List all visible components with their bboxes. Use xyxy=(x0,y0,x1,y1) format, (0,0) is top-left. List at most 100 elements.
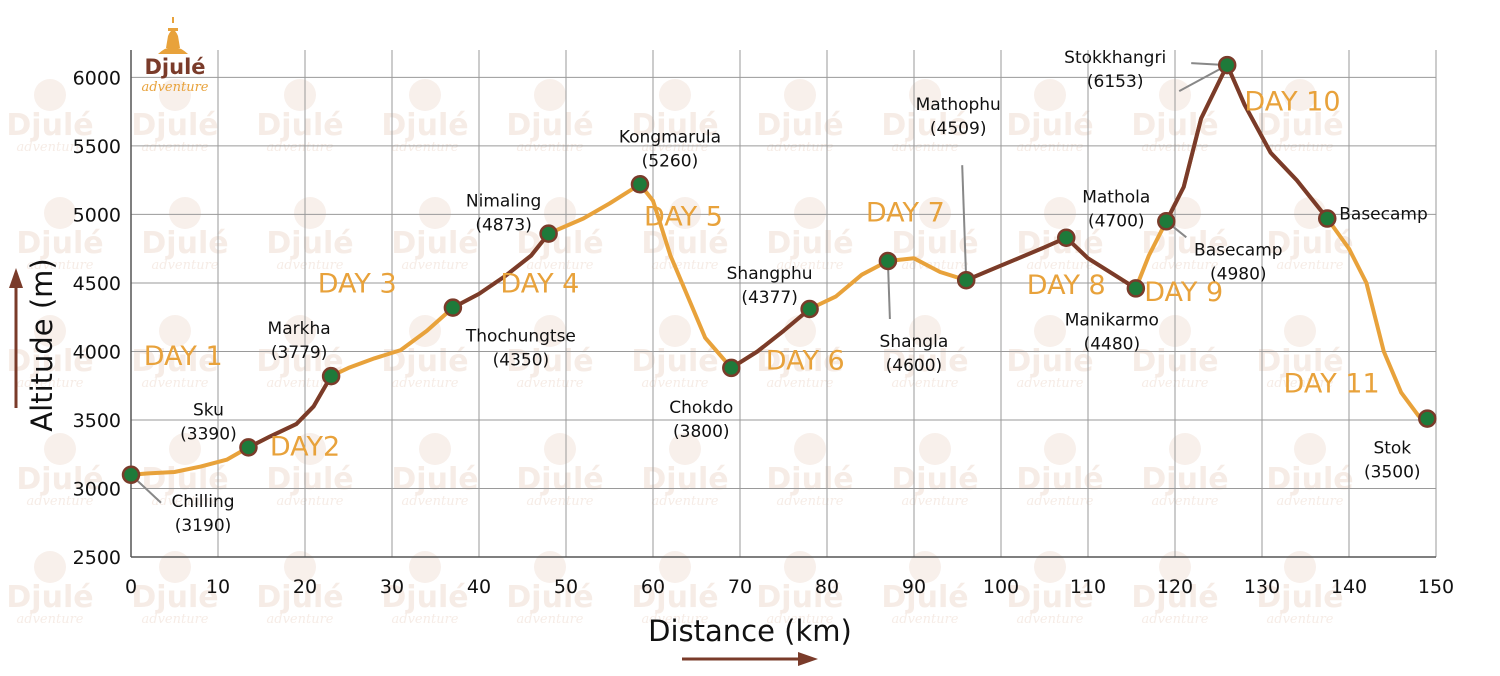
y-tick-label: 6000 xyxy=(73,67,121,89)
watermark-logo-name: Djulé xyxy=(381,344,468,379)
watermark-logo-name: Djulé xyxy=(131,108,218,143)
y-tick-label: 3500 xyxy=(73,410,121,432)
day-label: DAY 3 xyxy=(318,269,397,300)
x-tick-label: 70 xyxy=(728,576,752,598)
waypoint-altitude: (4980) xyxy=(1210,264,1267,284)
grid xyxy=(130,50,1437,558)
x-tick-label: 110 xyxy=(1070,576,1106,598)
waypoint-marker xyxy=(539,224,558,243)
x-tick-label: 120 xyxy=(1157,576,1193,598)
waypoint-altitude: (3390) xyxy=(180,424,237,444)
waypoint-name: Thochungtse xyxy=(465,327,576,347)
watermark-logo-tagline: adventure xyxy=(642,612,709,627)
watermark-logo-tagline: adventure xyxy=(652,258,719,273)
watermark-emblem xyxy=(659,79,691,111)
waypoint-name: Sku xyxy=(193,400,224,420)
watermark-logo-tagline: adventure xyxy=(1017,612,1084,627)
watermark-logo-name: Djulé xyxy=(1006,108,1093,143)
waypoint-marker xyxy=(1318,209,1337,228)
watermark-logo-name: Djulé xyxy=(756,344,843,379)
trail-segment-dark xyxy=(450,231,551,310)
watermark-logo-name: Djulé xyxy=(766,226,853,261)
y-axis-arrow-icon xyxy=(9,268,23,408)
trail-line xyxy=(129,63,1430,477)
watermark-logo-name: Djulé xyxy=(1256,344,1343,379)
watermark-logo-name: Djulé xyxy=(891,462,978,497)
watermark-logo-tagline: adventure xyxy=(1027,494,1094,509)
watermark-logo-tagline: adventure xyxy=(17,140,84,155)
trail-segment-dark xyxy=(964,235,1138,291)
waypoint-name: Mathola xyxy=(1082,188,1150,208)
watermark-logo-name: Djulé xyxy=(631,108,718,143)
watermark-logo-tagline: adventure xyxy=(27,494,94,509)
watermark-logo-name: Djulé xyxy=(641,462,728,497)
watermark-logo-tagline: adventure xyxy=(517,612,584,627)
watermark-logo-tagline: adventure xyxy=(892,612,959,627)
day-label: DAY 5 xyxy=(644,201,723,232)
watermark-emblem xyxy=(169,197,201,229)
watermark-emblem xyxy=(544,197,576,229)
watermark-emblem xyxy=(44,197,76,229)
x-tick-label: 0 xyxy=(125,576,137,598)
x-axis-arrow-icon xyxy=(682,652,818,666)
watermark-emblem xyxy=(534,551,566,583)
watermark-logo-tagline: adventure xyxy=(1142,612,1209,627)
waypoint-marker xyxy=(239,438,258,457)
watermark-emblem xyxy=(784,315,816,347)
y-axis-title: Altitude (m) xyxy=(25,258,59,431)
watermark-logo-tagline: adventure xyxy=(1017,140,1084,155)
watermark-logo-name: Djulé xyxy=(756,108,843,143)
watermark-logo-tagline: adventure xyxy=(17,376,84,391)
waypoint-marker xyxy=(1057,228,1076,247)
watermark-logo-tagline: adventure xyxy=(642,140,709,155)
waypoint-name: Basecamp xyxy=(1194,240,1283,260)
trail-segment-dark xyxy=(729,307,812,370)
waypoint-name: Kongmarula xyxy=(619,127,721,147)
watermark-emblem xyxy=(659,551,691,583)
watermark-logo-name: Djulé xyxy=(1016,462,1103,497)
watermark-logo-name: Djulé xyxy=(6,108,93,143)
watermark-logo-tagline: adventure xyxy=(777,494,844,509)
watermark-logo-name: Djulé xyxy=(381,580,468,615)
y-tick-label: 3000 xyxy=(73,478,121,500)
waypoint-marker xyxy=(722,358,741,378)
waypoint-altitude: (4600) xyxy=(886,356,943,376)
watermark-emblem xyxy=(1034,315,1066,347)
watermark-logo-name: Djulé xyxy=(756,580,843,615)
watermark-logo-tagline: adventure xyxy=(767,376,834,391)
watermark-logo-tagline: adventure xyxy=(1277,494,1344,509)
watermark-emblem xyxy=(1034,551,1066,583)
day-labels: DAY 1 DAY2 DAY 3 DAY 4 DAY 5 DAY 6 DAY 7 DAY 8 D… xyxy=(144,86,1380,462)
watermark-emblem xyxy=(169,433,201,465)
watermark-emblem xyxy=(419,197,451,229)
watermark-logo-tagline: adventure xyxy=(1017,376,1084,391)
watermark-emblem xyxy=(1169,197,1201,229)
watermark-logo-name: Djulé xyxy=(131,344,218,379)
waypoint-altitude: (4350) xyxy=(493,351,550,371)
x-tick-label: 130 xyxy=(1244,576,1280,598)
day-label: DAY 7 xyxy=(866,197,945,228)
watermark-logo-name: Djulé xyxy=(1131,580,1218,615)
waypoint-name: Manikarmo xyxy=(1065,310,1159,330)
watermark-logo-name: Djulé xyxy=(1256,108,1343,143)
waypoint-name: Mathophu xyxy=(916,95,1001,115)
watermark-logo-name: Djulé xyxy=(1006,344,1093,379)
watermark-emblem xyxy=(659,315,691,347)
watermark-emblem xyxy=(284,79,316,111)
watermark-logo-tagline: adventure xyxy=(527,258,594,273)
watermark-layer: DjuléadventureDjuléadventureDjuléadventu… xyxy=(6,79,1354,627)
watermark-emblem xyxy=(159,551,191,583)
watermark-logo-tagline: adventure xyxy=(277,258,344,273)
watermark-logo-name: Djulé xyxy=(1141,462,1228,497)
watermark-logo-tagline: adventure xyxy=(767,612,834,627)
watermark-emblem xyxy=(44,433,76,465)
watermark-logo-tagline: adventure xyxy=(267,612,334,627)
waypoint-labels: Chilling (3190) Sku (3390) Markha (3779) Thoch… xyxy=(171,48,1427,536)
leader-line xyxy=(961,165,968,281)
watermark-logo-name: Djulé xyxy=(266,462,353,497)
logo-tagline: adventure xyxy=(142,80,209,95)
trail-segment-dark xyxy=(246,374,334,450)
day-label: DAY 11 xyxy=(1284,369,1380,400)
watermark-logo-tagline: adventure xyxy=(27,258,94,273)
watermark-logo-tagline: adventure xyxy=(152,494,219,509)
